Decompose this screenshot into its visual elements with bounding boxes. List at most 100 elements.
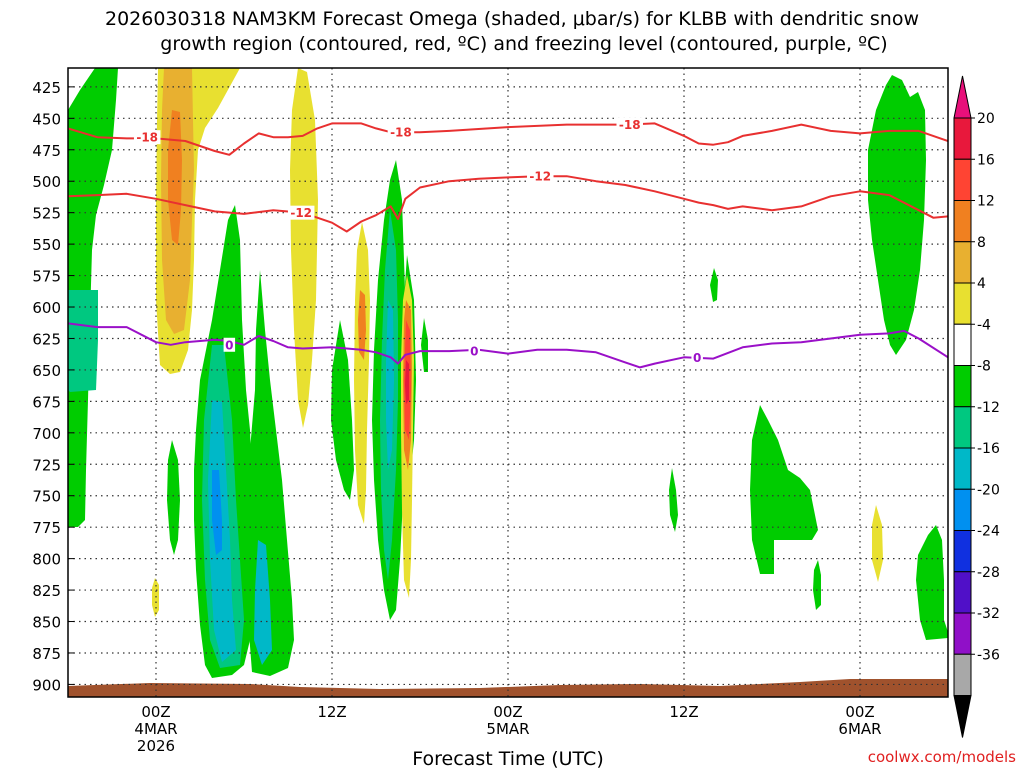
colorbar-swatch-2 bbox=[953, 200, 972, 243]
x-tick-label-0-0: 00Z bbox=[141, 703, 170, 721]
x-tick-label-12-0: 12Z bbox=[317, 703, 346, 721]
colorbar-label-5: -4 bbox=[977, 317, 991, 333]
y-tick-label-900: 900 bbox=[32, 676, 61, 694]
contour-label-minus18-1: -18 bbox=[390, 126, 412, 140]
x-tick-label-24-1: 5MAR bbox=[486, 720, 529, 738]
y-tick-label-700: 700 bbox=[32, 425, 61, 443]
y-tick-label-725: 725 bbox=[32, 456, 61, 474]
x-tick-label-24-0: 00Z bbox=[493, 703, 522, 721]
colorbar-swatch-12 bbox=[953, 612, 972, 655]
contour-minus12 bbox=[68, 175, 948, 233]
terrain-ground-band bbox=[68, 679, 948, 697]
contour-label-freezing-1: 0 bbox=[470, 345, 478, 359]
y-tick-label-750: 750 bbox=[32, 488, 61, 506]
x-tick-label-48-1: 6MAR bbox=[838, 720, 881, 738]
omega-region-green-left bbox=[68, 68, 118, 527]
colorbar-swatch-3 bbox=[953, 241, 972, 284]
chart-title-line2: growth region (contoured, red, ºC) and f… bbox=[160, 33, 887, 55]
contour-label-bg-minus18-2 bbox=[616, 117, 643, 132]
y-tick-label-600: 600 bbox=[32, 299, 61, 317]
colorbar-swatch-11 bbox=[953, 571, 972, 614]
contour-label-freezing-0: 0 bbox=[225, 338, 233, 352]
y-tick-label-550: 550 bbox=[32, 236, 61, 254]
omega-region-green-f bbox=[710, 268, 718, 302]
colorbar-label-6: -8 bbox=[977, 359, 991, 375]
colorbar-label-0: 20 bbox=[977, 111, 995, 127]
colorbar-swatch-1 bbox=[953, 158, 972, 201]
contour-label-minus12-1: -12 bbox=[529, 170, 551, 184]
colorbar-label-13: -36 bbox=[977, 647, 1000, 663]
colorbar-swatch-9 bbox=[953, 488, 972, 531]
colorbar-swatch-10 bbox=[953, 530, 972, 573]
colorbar-label-10: -24 bbox=[977, 524, 1000, 540]
contour-label-bg-minus12-0 bbox=[287, 205, 315, 220]
chart-title-line1: 2026030318 NAM3KM Forecast Omega (shaded… bbox=[105, 8, 919, 30]
contour-label-minus18-0: -18 bbox=[136, 131, 158, 145]
colorbar-label-3: 8 bbox=[977, 235, 986, 251]
colorbar-label-4: 4 bbox=[977, 276, 986, 292]
gridlines bbox=[68, 68, 948, 697]
contour-label-bg-freezing-2 bbox=[691, 350, 703, 365]
colorbar-swatch-8 bbox=[953, 447, 972, 490]
x-axis-label: Forecast Time (UTC) bbox=[412, 748, 603, 768]
contour-label-bg-minus18-0 bbox=[133, 130, 161, 145]
y-tick-label-775: 775 bbox=[32, 519, 61, 537]
y-tick-label-450: 450 bbox=[32, 110, 61, 128]
contour-label-bg-minus18-1 bbox=[387, 125, 415, 140]
colorbar-swatch-5 bbox=[953, 323, 972, 366]
omega-region-green-i bbox=[813, 560, 821, 610]
colorbar-swatch-4 bbox=[953, 282, 972, 325]
contour-minus18 bbox=[68, 122, 948, 156]
omega-region-orange-a-core bbox=[168, 110, 182, 245]
y-tick-label-825: 825 bbox=[32, 582, 61, 600]
y-tick-label-525: 525 bbox=[32, 205, 61, 223]
omega-region-blue-mid bbox=[212, 470, 222, 555]
y-tick-label-425: 425 bbox=[32, 79, 61, 97]
colorbar-swatch-6 bbox=[953, 365, 972, 408]
temperature-contours: -18 -18 -18 -12 -12 0 0 0 bbox=[68, 117, 948, 369]
omega-region-yellow-k bbox=[872, 505, 883, 582]
contour-label-minus18-2: -18 bbox=[619, 118, 641, 132]
contour-label-minus12-0: -12 bbox=[290, 206, 312, 220]
x-tick-label-0-1: 4MAR bbox=[134, 720, 177, 738]
contour-label-bg-freezing-0 bbox=[223, 337, 236, 352]
omega-region-green-small-a bbox=[167, 440, 180, 555]
colorbar-label-8: -16 bbox=[977, 441, 1000, 457]
omega-region-cyan-mid2 bbox=[254, 540, 272, 665]
x-tick-label-48-0: 00Z bbox=[845, 703, 874, 721]
colorbar-swatch-13 bbox=[953, 653, 972, 696]
omega-region-green-e2 bbox=[421, 318, 428, 372]
contour-label-bg-freezing-1 bbox=[468, 344, 481, 359]
y-tick-label-625: 625 bbox=[32, 330, 61, 348]
y-axis-tick-labels: 425 450 475 500 525 550 575 600 625 650 675 700 725 7… bbox=[32, 79, 74, 694]
colorbar-label-11: -28 bbox=[977, 565, 1000, 581]
omega-region-green-l bbox=[916, 525, 948, 640]
colorbar: 20 16 12 8 4 -4 -8 -12 -16 -20 -24 -28 -32 -36 bbox=[953, 75, 1000, 738]
credit-text: coolwx.com/models bbox=[868, 748, 1016, 766]
omega-region-green-c bbox=[331, 320, 354, 500]
colorbar-label-2: 12 bbox=[977, 194, 995, 210]
contour-label-freezing-2: 0 bbox=[693, 351, 701, 365]
plot-frame bbox=[67, 67, 949, 698]
colorbar-swatch-0 bbox=[953, 117, 972, 160]
omega-region-green-h bbox=[750, 405, 818, 574]
contour-freezing bbox=[68, 322, 948, 369]
x-tick-label-0-2: 2026 bbox=[137, 737, 175, 755]
y-tick-label-475: 475 bbox=[32, 142, 61, 160]
omega-region-teal-left bbox=[68, 290, 98, 392]
colorbar-label-7: -12 bbox=[977, 400, 1000, 416]
y-tick-label-800: 800 bbox=[32, 551, 61, 569]
y-tick-label-650: 650 bbox=[32, 362, 61, 380]
omega-shading bbox=[68, 68, 948, 678]
colorbar-swatch-7 bbox=[953, 406, 972, 449]
omega-region-green-g bbox=[669, 468, 678, 532]
y-tick-label-500: 500 bbox=[32, 173, 61, 191]
omega-region-yellow-c bbox=[354, 222, 370, 524]
colorbar-label-9: -20 bbox=[977, 482, 1000, 498]
colorbar-label-1: 16 bbox=[977, 152, 995, 168]
y-tick-label-875: 875 bbox=[32, 645, 61, 663]
omega-region-cyan-d bbox=[386, 300, 394, 470]
x-tick-label-36-0: 12Z bbox=[669, 703, 698, 721]
